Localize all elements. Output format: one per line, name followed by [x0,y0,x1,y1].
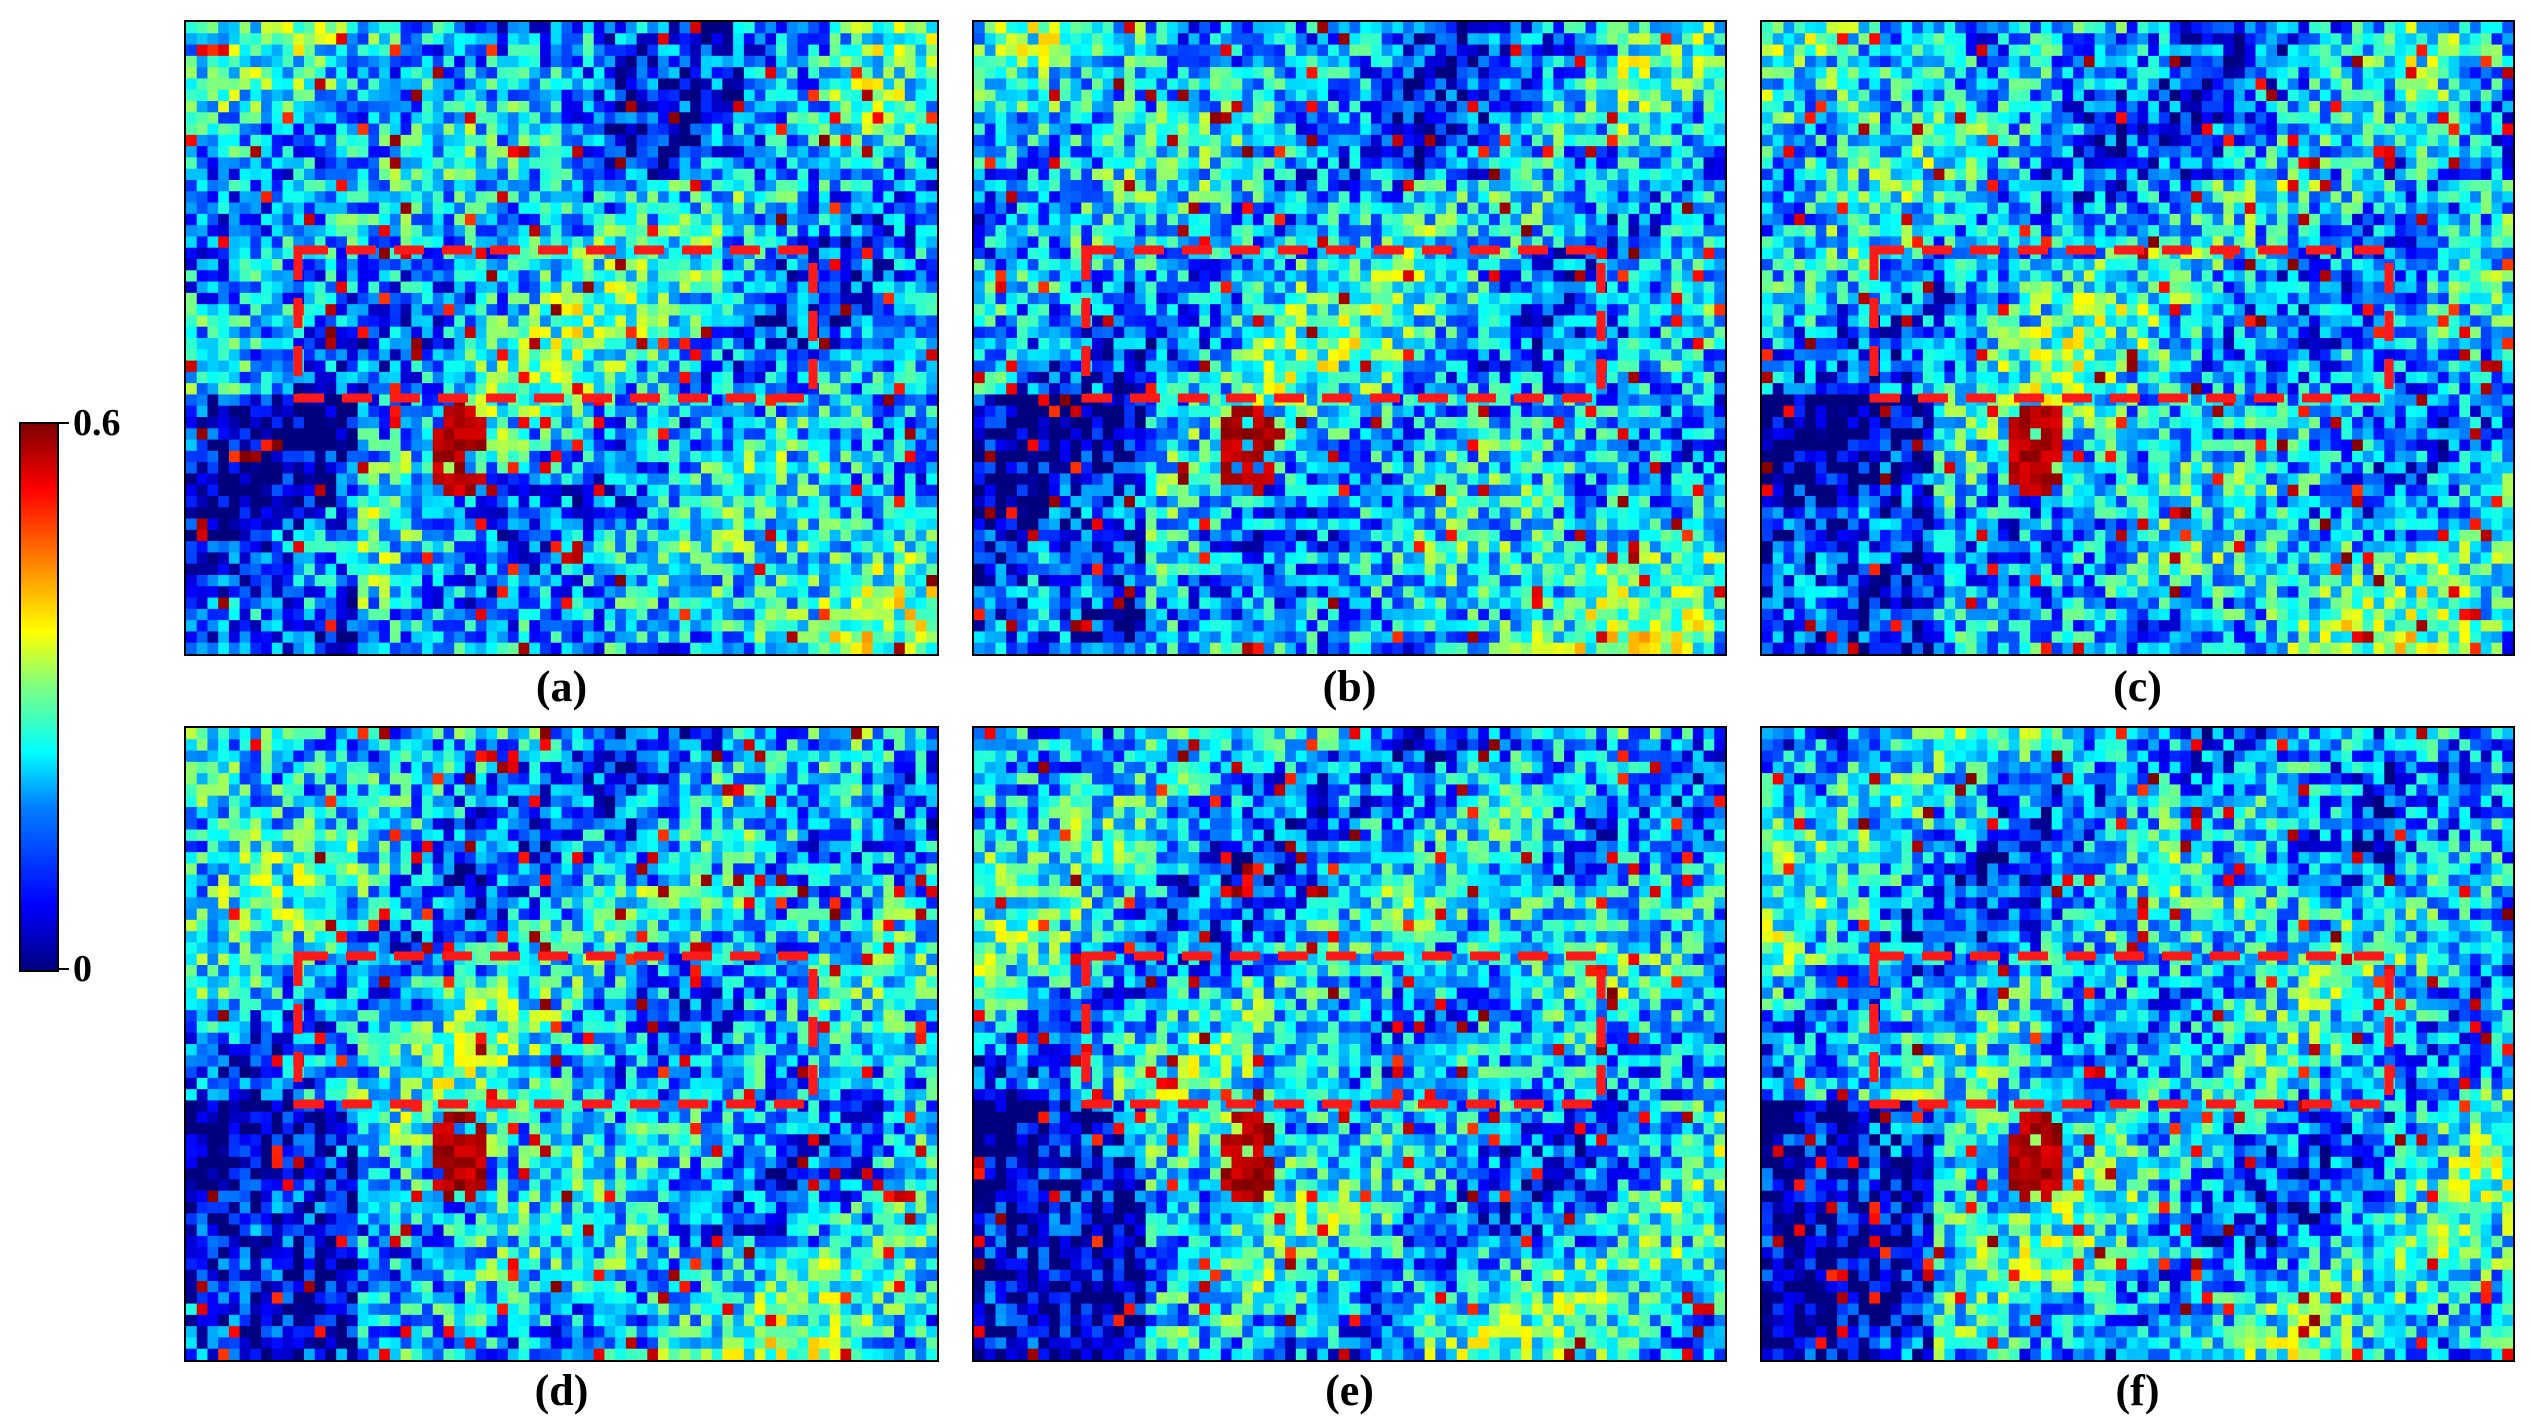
panel-label-e: (e) [972,1366,1727,1416]
heatmap-cells [186,22,937,654]
colorbar-max-label: 0.6 [73,404,121,442]
heatmap-image-d [186,728,937,1360]
highlight-region-box [293,951,818,1109]
heatmap-panel-c [1760,20,2515,656]
colorbar [19,422,59,972]
heatmap-image-b [974,22,1725,654]
highlight-region-box [1081,245,1606,403]
highlight-region-box [1869,245,2394,403]
heatmap-panel-b [972,20,1727,656]
colorbar-min-label: 0 [73,950,92,988]
highlight-region-box [1081,951,1606,1109]
panel-label-d: (d) [184,1366,939,1416]
heatmap-image-a [186,22,937,654]
heatmap-panel-e [972,726,1727,1362]
highlight-region-box [1869,951,2394,1109]
heatmap-cells [186,728,937,1360]
colorbar-tick-max [59,422,69,424]
colorbar-tick-min [59,968,69,970]
heatmap-panel-a [184,20,939,656]
heatmap-image-f [1762,728,2513,1360]
heatmap-image-c [1762,22,2513,654]
heatmap-panel-f [1760,726,2515,1362]
heatmap-cells [974,728,1725,1360]
heatmap-cells [1762,728,2513,1360]
heatmap-cells [974,22,1725,654]
panel-label-c: (c) [1760,662,2515,712]
panel-label-a: (a) [184,662,939,712]
panel-label-b: (b) [972,662,1727,712]
heatmap-panel-d [184,726,939,1362]
heatmap-image-e [974,728,1725,1360]
heatmap-cells [1762,22,2513,654]
panel-label-f: (f) [1760,1366,2515,1416]
highlight-region-box [293,245,818,403]
